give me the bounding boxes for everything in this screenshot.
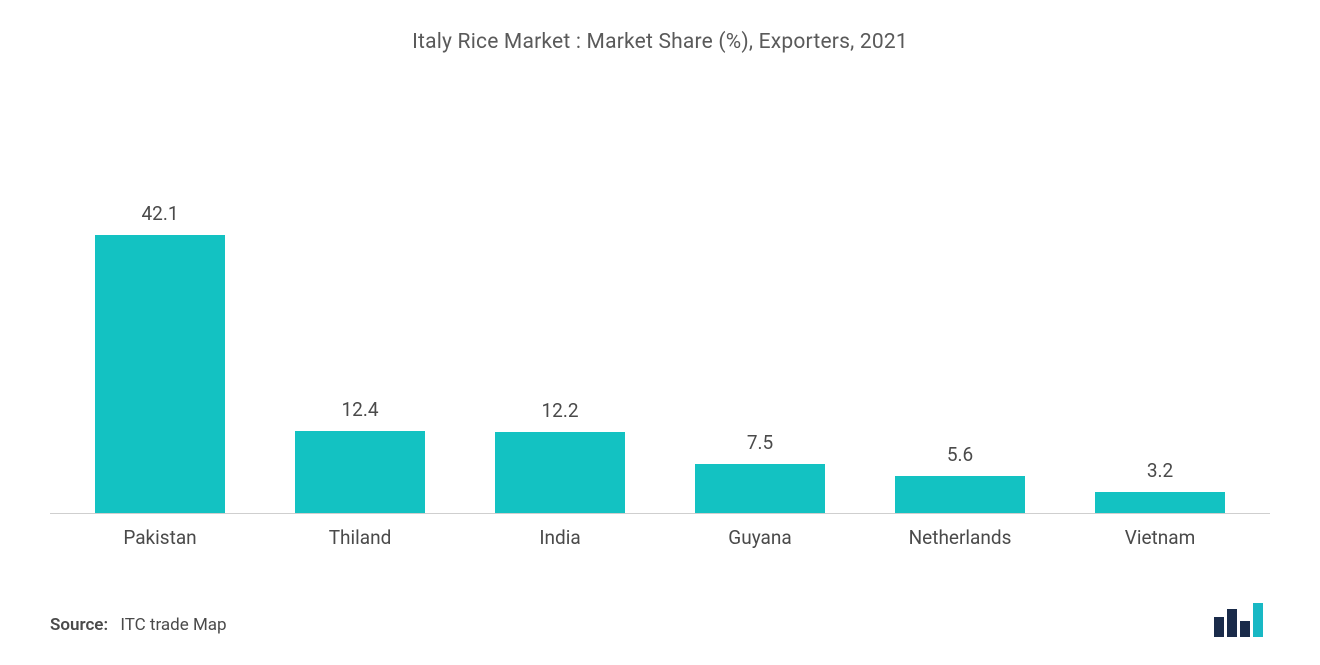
chart-title: Italy Rice Market : Market Share (%), Ex… [50,30,1270,54]
bar-group: 12.2 [490,399,630,513]
bar [95,235,225,513]
x-axis-category-label: Netherlands [890,526,1030,549]
x-axis-category-label: Pakistan [90,526,230,549]
x-axis-category-label: Thiland [290,526,430,549]
x-axis-category-label: Guyana [690,526,830,549]
chart-x-axis-labels: Pakistan Thiland India Guyana Netherlands Vie… [50,514,1270,549]
bar-value-label: 12.4 [341,398,378,421]
chart-plot-area: 42.1 12.4 12.2 7.5 5.6 3.2 [50,114,1270,514]
bar [895,476,1025,513]
bar-value-label: 12.2 [541,399,578,422]
bar-value-label: 3.2 [1147,459,1173,482]
x-axis-category-label: India [490,526,630,549]
x-axis-category-label: Vietnam [1090,526,1230,549]
bar-group: 12.4 [290,398,430,513]
source-label: Source: [50,615,108,635]
bar [695,464,825,514]
bar-value-label: 7.5 [747,431,773,454]
bar [295,431,425,513]
source-attribution: Source: ITC trade Map [50,615,227,635]
bar-value-label: 5.6 [947,443,973,466]
bar-group: 7.5 [690,431,830,514]
source-text: ITC trade Map [120,615,226,635]
bar-group: 3.2 [1090,459,1230,513]
mordor-intelligence-logo-icon [1214,603,1270,637]
bar-group: 5.6 [890,443,1030,513]
bar-group: 42.1 [90,202,230,513]
bar [495,432,625,513]
bar [1095,492,1225,513]
bar-value-label: 42.1 [141,202,178,225]
